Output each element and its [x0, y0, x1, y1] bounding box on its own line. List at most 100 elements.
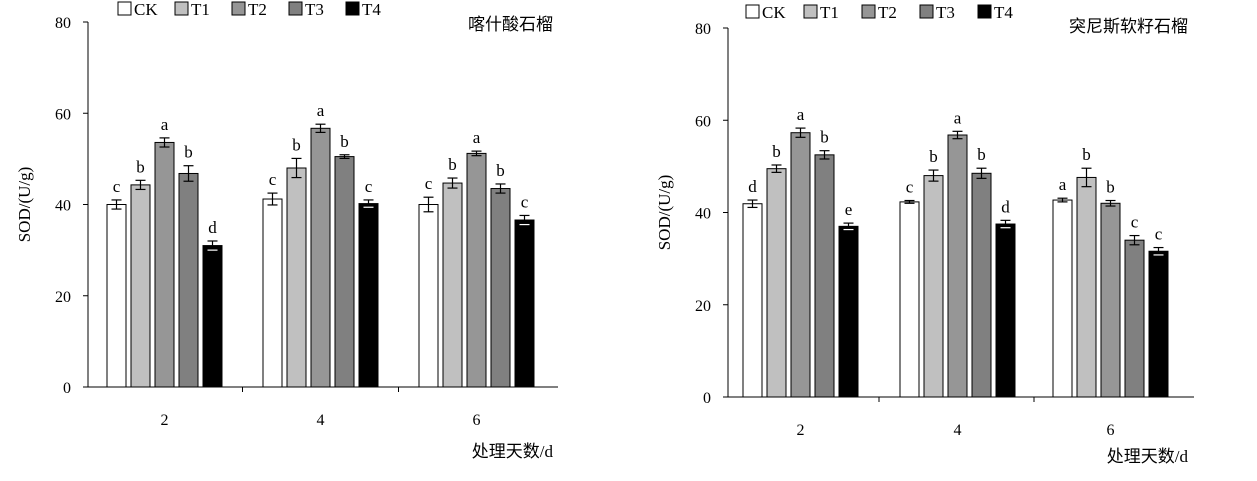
legend-label-t4: T4	[994, 3, 1013, 22]
significance-label: c	[521, 192, 529, 211]
x-tick-label: 4	[317, 412, 325, 429]
legend-label-t1: T1	[191, 0, 210, 19]
significance-label: b	[929, 147, 938, 166]
legend-label-t3: T3	[305, 0, 324, 19]
bar-t4	[1148, 250, 1169, 398]
bar-t2	[1100, 202, 1121, 398]
chart-title: 喀什酸石榴	[468, 15, 553, 34]
significance-label: d	[1001, 197, 1010, 216]
y-axis-label: SOD/(U/g)	[15, 167, 34, 243]
chart-title: 突尼斯软籽石榴	[1069, 17, 1188, 36]
legend-label-ck: CK	[134, 0, 158, 19]
y-tick-label: 20	[695, 298, 711, 315]
significance-label: a	[797, 105, 805, 124]
significance-label: b	[977, 145, 986, 164]
significance-label: c	[269, 170, 277, 189]
legend-swatch-t4	[345, 1, 360, 16]
legend-swatch-ck	[117, 1, 132, 16]
legend-swatch-t3	[919, 4, 934, 19]
significance-label: c	[113, 177, 121, 196]
bar-t3	[971, 172, 992, 398]
x-tick-label: 2	[797, 422, 805, 439]
significance-label: c	[1131, 213, 1139, 232]
significance-label: d	[208, 218, 217, 237]
bar-t4	[838, 225, 859, 398]
legend-swatch-t3	[288, 1, 303, 16]
bar-t1	[130, 184, 151, 388]
y-tick-label: 40	[695, 206, 711, 223]
significance-label: c	[1155, 225, 1163, 244]
bar-t2	[466, 152, 487, 388]
bar-ck	[742, 203, 763, 398]
bar-ck	[106, 204, 127, 388]
x-tick-label: 2	[161, 412, 169, 429]
y-tick-label: 80	[55, 15, 71, 32]
x-axis-label: 处理天数/d	[472, 442, 554, 461]
significance-label: d	[748, 177, 757, 196]
x-axis-label: 处理天数/d	[1107, 447, 1189, 466]
significance-label: a	[161, 115, 169, 134]
significance-label: a	[317, 101, 325, 120]
y-axis-label: SOD/(U/g)	[655, 175, 674, 251]
significance-label: b	[772, 142, 781, 161]
bar-t4	[358, 203, 379, 388]
significance-label: b	[340, 132, 349, 151]
bar-t3	[178, 172, 199, 388]
legend-label-t4: T4	[362, 0, 381, 19]
legend-label-t2: T2	[248, 0, 267, 19]
significance-label: a	[954, 108, 962, 127]
significance-label: a	[1059, 175, 1067, 194]
bar-t1	[1076, 176, 1097, 398]
bar-t2	[790, 132, 811, 398]
legend-label-t1: T1	[820, 3, 839, 22]
bar-t2	[947, 134, 968, 398]
significance-label: c	[425, 174, 433, 193]
bar-ck	[262, 198, 283, 388]
legend-label-ck: CK	[762, 3, 786, 22]
chart-panel-left: 0 20 40 60 80 SOD/(U/g) 2 4 6 处理天数/d c c c b b b a a a b b b d…	[0, 0, 628, 476]
bar-t1	[766, 168, 787, 398]
legend-swatch-t2	[231, 1, 246, 16]
bar-t3	[334, 156, 355, 388]
bar-t2	[310, 127, 331, 388]
legend-swatch-t1	[803, 4, 818, 19]
significance-label: b	[292, 135, 301, 154]
bar-t4	[202, 245, 223, 388]
bar-ck	[1052, 199, 1073, 398]
y-tick-label: 60	[55, 106, 71, 123]
bar-t3	[814, 154, 835, 398]
legend-label-t3: T3	[936, 3, 955, 22]
bar-t4	[995, 223, 1016, 398]
significance-label: b	[1106, 178, 1115, 197]
y-tick-label: 20	[55, 289, 71, 306]
x-tick-label: 6	[1107, 422, 1115, 439]
significance-label: b	[136, 157, 145, 176]
bar-t3	[490, 188, 511, 388]
bar-ck	[899, 201, 920, 398]
significance-label: a	[473, 128, 481, 147]
significance-label: b	[1082, 145, 1091, 164]
y-tick-label: 80	[695, 21, 711, 38]
legend-swatch-ck	[745, 4, 760, 19]
y-tick-label: 0	[63, 380, 71, 397]
bar-t4	[514, 219, 535, 388]
significance-label: c	[906, 178, 914, 197]
significance-label: c	[365, 177, 373, 196]
bar-t2	[154, 141, 175, 388]
legend-swatch-t4	[977, 4, 992, 19]
significance-label: b	[496, 161, 505, 180]
legend-swatch-t2	[861, 4, 876, 19]
significance-label: b	[184, 143, 193, 162]
significance-label: b	[820, 128, 829, 147]
bar-t1	[286, 167, 307, 388]
legend-label-t2: T2	[878, 3, 897, 22]
significance-label: b	[448, 155, 457, 174]
legend-swatch-t1	[174, 1, 189, 16]
y-tick-label: 60	[695, 113, 711, 130]
x-tick-label: 6	[473, 412, 481, 429]
significance-label: e	[845, 200, 853, 219]
chart-panel-right: 0 20 40 60 80 SOD/(U/g) 2 4 6 处理天数/d d c a b b b a a b b b c e…	[632, 0, 1257, 476]
bar-t1	[923, 175, 944, 398]
